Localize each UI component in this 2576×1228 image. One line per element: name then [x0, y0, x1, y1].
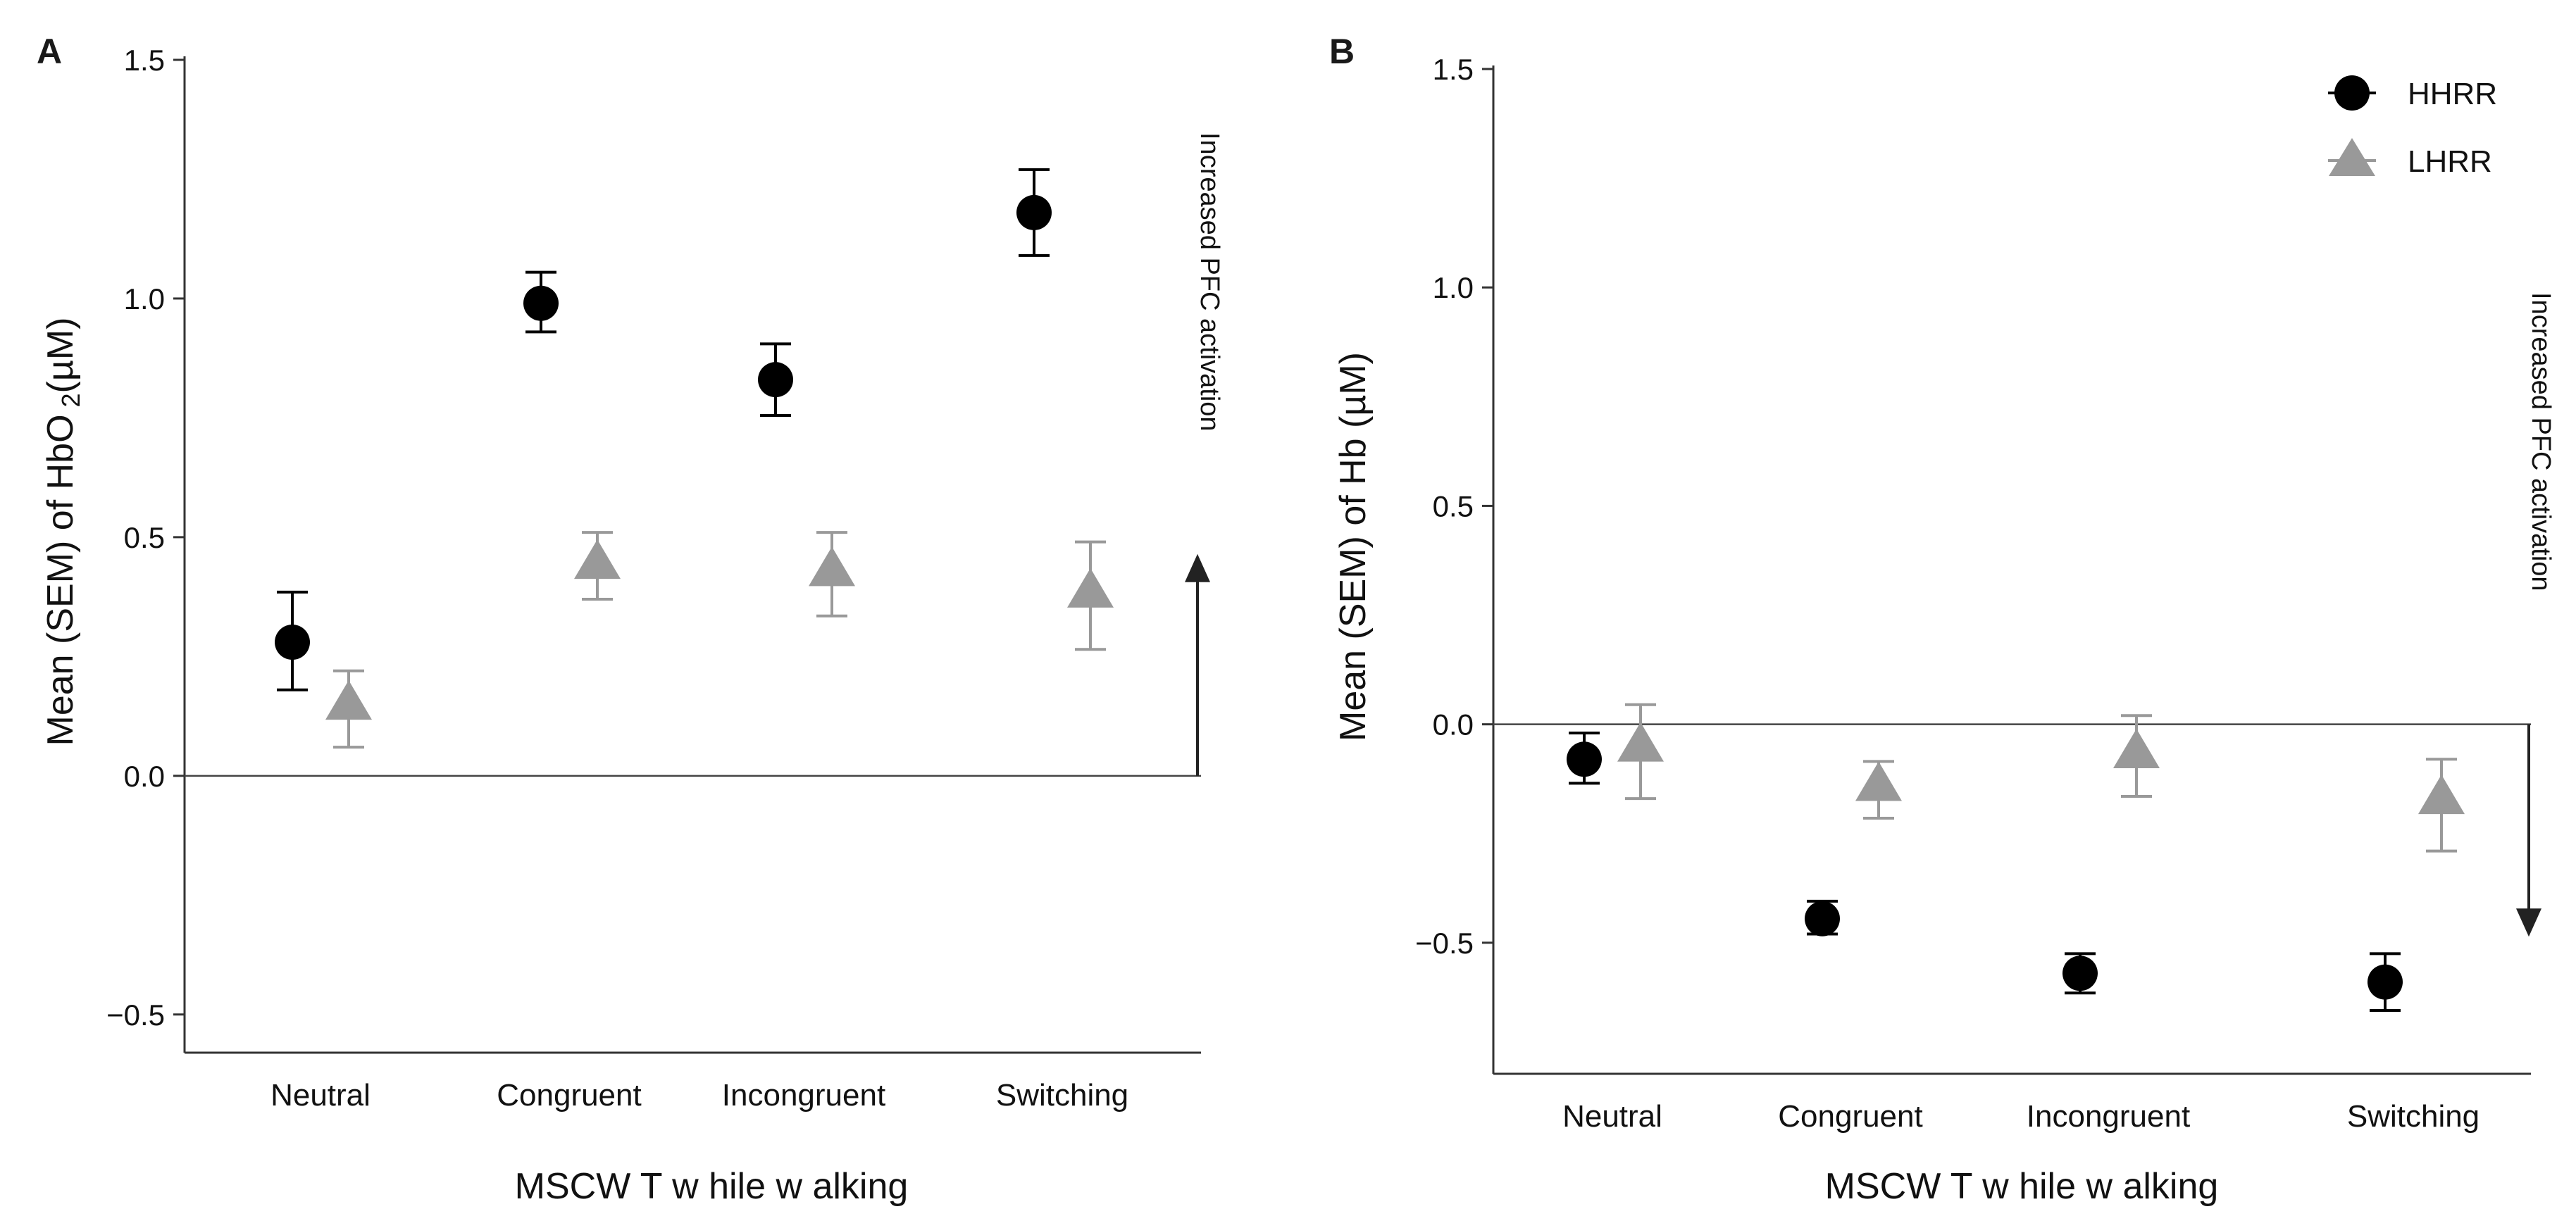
panel-b-letter: B	[1329, 32, 1355, 71]
panel-a-y-tick-label: −0.5	[106, 998, 165, 1032]
panel-a-lhrr-point	[809, 531, 855, 618]
panel-a-points	[275, 168, 1114, 749]
marker-triangle	[574, 539, 621, 579]
panel-b: B −0.5 0.0 0.5 1.0 1.5 Neutral Congruent Incon…	[1329, 32, 2556, 1207]
panel-a-y-tick: −0.5	[106, 998, 185, 1032]
legend: HHRR LHRR	[2328, 75, 2497, 179]
legend-item-lhrr: LHRR	[2328, 138, 2492, 179]
marker-circle	[1567, 741, 1602, 777]
marker-triangle	[2418, 775, 2465, 815]
panel-b-y-ticks: −0.5 0.0 0.5 1.0 1.5	[1415, 53, 1493, 960]
panel-a-y-tick-label: 1.0	[124, 282, 165, 315]
panel-a-y-tick-label: 0.5	[124, 521, 165, 554]
panel-a-y-tick: 0.5	[124, 521, 185, 554]
panel-a: A −0.5 0.0 0.5 1.0 1.5 Neutral Congruent Incon…	[37, 32, 1224, 1207]
panel-b-y-tick-label: 1.0	[1433, 271, 1474, 304]
marker-triangle	[1617, 722, 1664, 762]
panel-a-x-tick-label: Neutral	[270, 1078, 371, 1113]
panel-b-points	[1567, 703, 2465, 1013]
panel-b-hhrr-point	[2367, 952, 2403, 1013]
legend-hhrr-marker	[2334, 75, 2370, 111]
panel-a-x-tick-label: Switching	[996, 1078, 1128, 1113]
panel-a-y-axis-title-main: Mean (SEM) of HbO	[40, 414, 81, 746]
panel-a-y-tick-label: 1.5	[124, 44, 165, 77]
panel-b-lhrr-point	[2113, 714, 2160, 798]
panel-b-hhrr-point	[1805, 899, 1840, 936]
panel-a-y-tick: 1.5	[124, 44, 185, 77]
panel-a-hhrr-point	[275, 590, 310, 691]
panel-a-y-axis-title: Mean (SEM) of HbO 2(µM)	[40, 318, 85, 746]
panel-b-y-tick-label: 0.0	[1433, 708, 1474, 741]
legend-lhrr-marker	[2329, 138, 2375, 176]
panel-b-y-tick-label: −0.5	[1415, 927, 1474, 960]
panel-b-hhrr-point	[2062, 952, 2098, 995]
panel-a-x-tick-label: Congruent	[497, 1078, 641, 1113]
panel-b-y-tick: 0.0	[1433, 708, 1493, 741]
marker-circle	[1016, 194, 1052, 230]
panel-a-y-tick: 0.0	[124, 760, 185, 793]
panel-a-arrow-head	[1185, 553, 1210, 582]
panel-b-y-tick: 0.5	[1433, 489, 1493, 522]
panel-a-lhrr-point	[574, 531, 621, 601]
panel-b-arrow-label: Increased PFC activation	[2526, 292, 2556, 591]
legend-lhrr-label: LHRR	[2408, 144, 2492, 179]
panel-a-hhrr-point	[758, 342, 793, 418]
marker-triangle	[1855, 761, 1902, 801]
panel-a-lhrr-point	[1067, 540, 1114, 651]
panel-b-x-axis-title: MSCW T w hile w alking	[1825, 1166, 2219, 1207]
legend-hhrr-label: HHRR	[2408, 77, 2497, 111]
panel-a-y-axis-title-tail: (µM)	[40, 318, 81, 394]
panel-a-x-axis-title: MSCW T w hile w alking	[515, 1166, 909, 1207]
panel-a-y-ticks: −0.5 0.0 0.5 1.0 1.5	[106, 44, 185, 1032]
panel-b-lhrr-point	[1617, 703, 1664, 801]
panel-a-x-ticks: Neutral Congruent Incongruent Switching	[270, 1078, 1128, 1113]
marker-circle	[1805, 901, 1840, 936]
panel-a-y-axis-title-sub: 2	[56, 393, 85, 407]
panel-b-y-tick: −0.5	[1415, 927, 1493, 960]
panel-a-x-tick-label: Incongruent	[722, 1078, 885, 1113]
panel-a-arrow-label: Increased PFC activation	[1195, 132, 1224, 432]
marker-circle	[2367, 964, 2403, 1000]
marker-circle	[2062, 956, 2098, 991]
panel-b-x-tick-label: Congruent	[1778, 1099, 1922, 1134]
marker-circle	[275, 625, 310, 660]
panel-a-letter: A	[37, 32, 62, 71]
panel-b-x-ticks: Neutral Congruent Incongruent Switching	[1562, 1099, 2479, 1134]
panel-a-y-tick: 1.0	[124, 282, 185, 315]
panel-b-lhrr-point	[1855, 760, 1902, 820]
marker-triangle	[325, 680, 372, 720]
panel-b-x-tick-label: Incongruent	[2027, 1099, 2190, 1134]
panel-b-hhrr-point	[1567, 732, 1602, 785]
marker-triangle	[2113, 728, 2160, 768]
marker-triangle	[809, 546, 855, 587]
panel-b-y-tick: 1.5	[1433, 53, 1493, 86]
panel-a-hhrr-point	[1016, 168, 1052, 257]
panel-b-y-tick: 1.0	[1433, 271, 1493, 304]
marker-circle	[523, 285, 559, 321]
panel-a-lhrr-point	[325, 669, 372, 749]
panel-a-y-tick-label: 0.0	[124, 760, 165, 793]
panel-a-hhrr-point	[523, 270, 559, 334]
panel-b-y-axis-title: Mean (SEM) of Hb (µM)	[1333, 352, 1374, 741]
panel-b-x-tick-label: Switching	[2347, 1099, 2479, 1134]
legend-item-hhrr: HHRR	[2328, 75, 2497, 111]
marker-triangle	[1067, 568, 1114, 608]
marker-circle	[758, 362, 793, 398]
panel-b-x-tick-label: Neutral	[1562, 1099, 1662, 1134]
panel-b-y-tick-label: 0.5	[1433, 489, 1474, 522]
panel-b-lhrr-point	[2418, 758, 2465, 853]
panel-b-arrow-head	[2516, 908, 2541, 937]
panel-b-y-tick-label: 1.5	[1433, 53, 1474, 86]
